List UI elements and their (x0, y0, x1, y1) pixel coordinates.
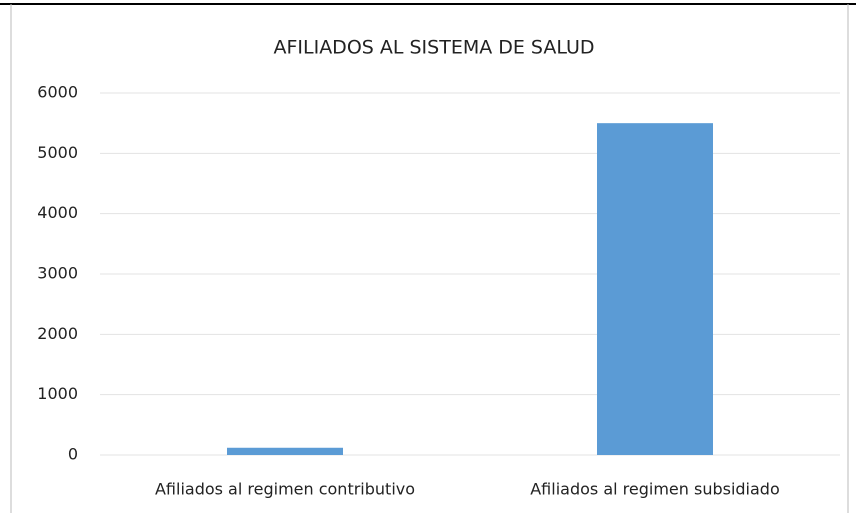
y-tick-label: 4000 (37, 203, 78, 222)
y-tick-label: 0 (68, 445, 78, 464)
bar (597, 123, 713, 456)
chart-title: AFILIADOS AL SISTEMA DE SALUD (273, 37, 594, 59)
x-tick-label: Afiliados al regimen contributivo (155, 480, 415, 499)
y-tick-label: 6000 (37, 83, 78, 102)
y-tick-label: 1000 (37, 384, 78, 403)
y-tick-label: 5000 (37, 143, 78, 162)
x-tick-label: Afiliados al regimen subsidiado (530, 480, 780, 499)
y-tick-label: 2000 (37, 324, 78, 343)
y-tick-label: 3000 (37, 264, 78, 283)
bar (227, 447, 343, 455)
